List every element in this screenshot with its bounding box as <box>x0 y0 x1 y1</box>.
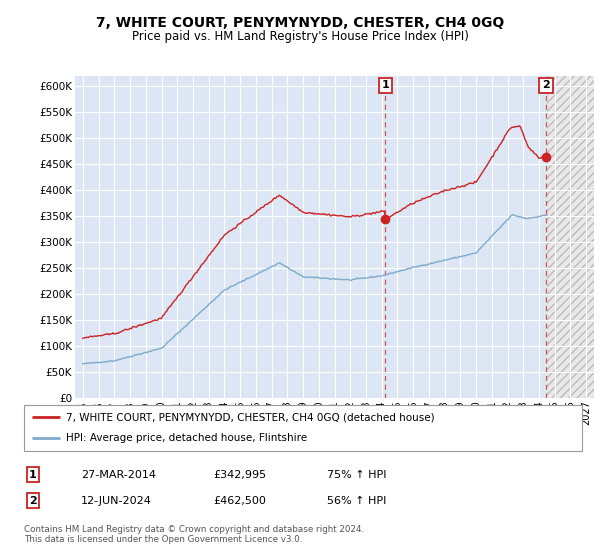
Text: Contains HM Land Registry data © Crown copyright and database right 2024.
This d: Contains HM Land Registry data © Crown c… <box>24 525 364 544</box>
Text: 75% ↑ HPI: 75% ↑ HPI <box>327 470 386 480</box>
Text: HPI: Average price, detached house, Flintshire: HPI: Average price, detached house, Flin… <box>66 433 307 444</box>
Text: 2: 2 <box>542 81 550 90</box>
Text: 56% ↑ HPI: 56% ↑ HPI <box>327 496 386 506</box>
Text: 27-MAR-2014: 27-MAR-2014 <box>81 470 156 480</box>
Text: 7, WHITE COURT, PENYMYNYDD, CHESTER, CH4 0GQ: 7, WHITE COURT, PENYMYNYDD, CHESTER, CH4… <box>96 16 504 30</box>
Text: £342,995: £342,995 <box>213 470 266 480</box>
Text: 7, WHITE COURT, PENYMYNYDD, CHESTER, CH4 0GQ (detached house): 7, WHITE COURT, PENYMYNYDD, CHESTER, CH4… <box>66 412 434 422</box>
Text: Price paid vs. HM Land Registry's House Price Index (HPI): Price paid vs. HM Land Registry's House … <box>131 30 469 43</box>
Text: 2: 2 <box>29 496 37 506</box>
Text: 1: 1 <box>382 81 389 90</box>
Text: 12-JUN-2024: 12-JUN-2024 <box>81 496 152 506</box>
FancyBboxPatch shape <box>24 405 582 451</box>
Bar <box>547 76 594 398</box>
Text: £462,500: £462,500 <box>213 496 266 506</box>
Text: 1: 1 <box>29 470 37 480</box>
